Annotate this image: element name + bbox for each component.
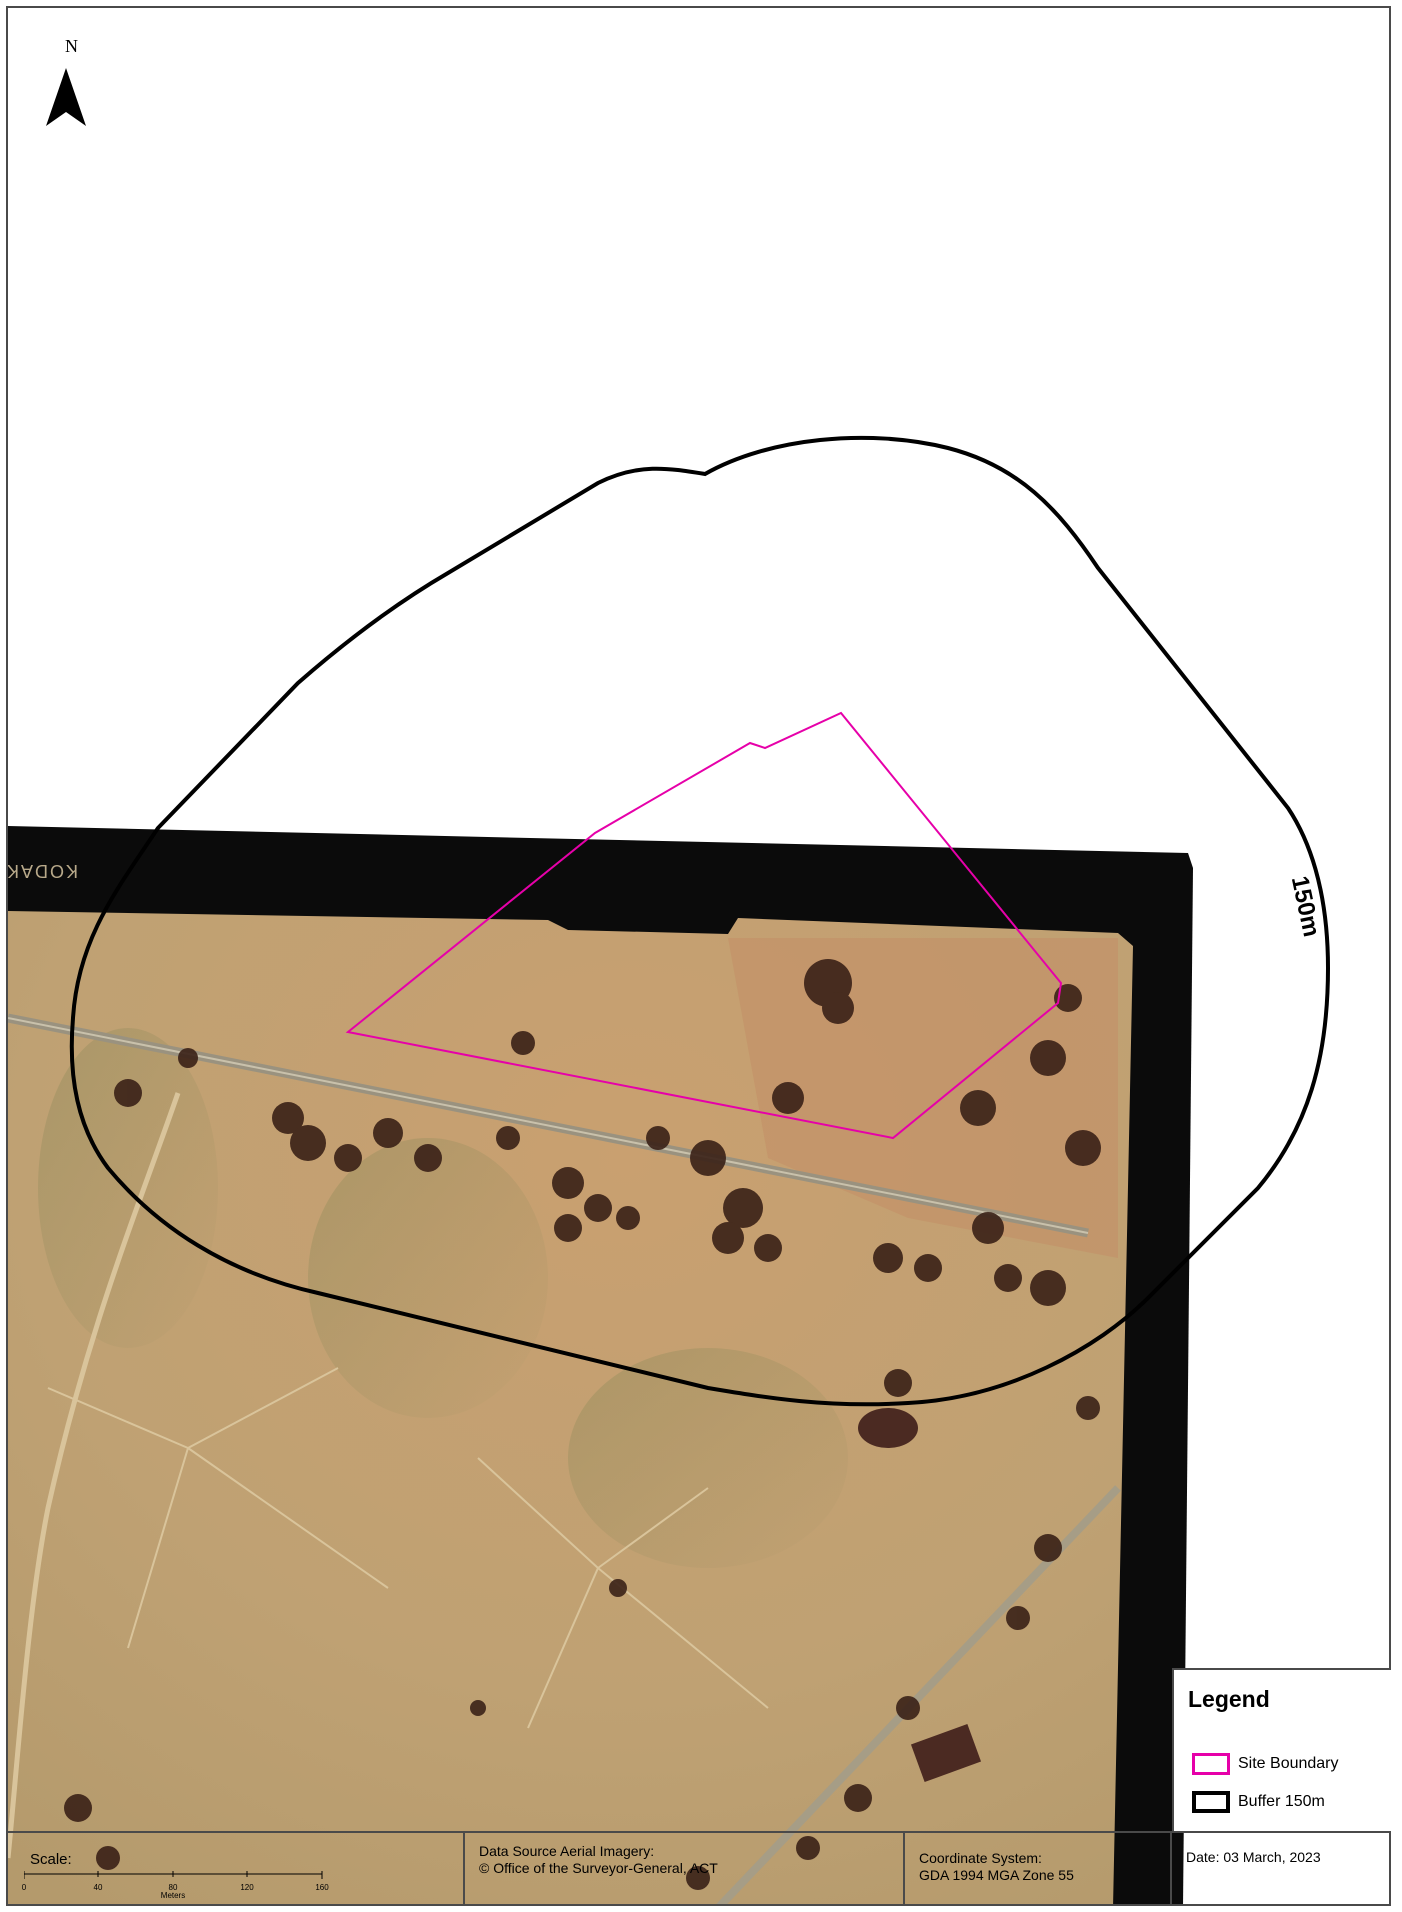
legend-item-label: Buffer 150m — [1238, 1793, 1325, 1810]
legend-item-site-boundary: Site Boundary — [1192, 1750, 1339, 1778]
legend-title: Legend — [1188, 1686, 1270, 1712]
farm-dam — [858, 1408, 918, 1448]
scale-title: Scale: — [30, 1851, 72, 1868]
date-cell: Date: 03 March, 2023 — [1170, 1833, 1391, 1906]
legend-item-buffer: Buffer 150m — [1192, 1788, 1325, 1816]
vegetation-patch — [308, 1138, 548, 1418]
buffer-swatch-icon — [1192, 1791, 1230, 1813]
legend: Legend Site Boundary Buffer 150m — [1172, 1668, 1391, 1831]
track — [477, 1457, 769, 1729]
film-edge-text: KODAK SA — [8, 861, 78, 881]
coordinate-system-cell: Coordinate System: GDA 1994 MGA Zone 55 — [903, 1833, 1170, 1906]
scale-tick: 80 — [168, 1883, 178, 1892]
scale-tick: 120 — [240, 1883, 254, 1892]
coordinate-system-text: Coordinate System: GDA 1994 MGA Zone 55 — [919, 1850, 1074, 1883]
data-source-cell: Data Source Aerial Imagery: © Office of … — [463, 1833, 903, 1906]
vegetation-patch — [568, 1348, 848, 1568]
scale-unit: Meters — [160, 1891, 186, 1900]
map-canvas: KODAK SA 150m — [8, 68, 1331, 1904]
buffer-150m-line — [69, 435, 1331, 1407]
site-boundary-swatch-icon — [1192, 1753, 1230, 1775]
tree-line — [64, 959, 1101, 1890]
data-source-text: Data Source Aerial Imagery: © Office of … — [479, 1843, 718, 1876]
scale-bar — [24, 1871, 323, 1879]
map-footer: Scale: 0 40 80 120 160 Meters Data Sourc… — [6, 1831, 1391, 1906]
aerial-photo: KODAK SA — [8, 826, 1193, 1904]
scale-tick: 40 — [93, 1883, 103, 1892]
date-text: Date: 03 March, 2023 — [1186, 1849, 1321, 1865]
scale-tick: 160 — [315, 1883, 329, 1892]
north-arrow-icon — [46, 68, 86, 126]
farm-dam — [910, 1723, 982, 1783]
north-label: N — [65, 36, 78, 56]
site-boundary — [345, 711, 1063, 1140]
track — [47, 1367, 389, 1649]
scale-tick: 0 — [21, 1883, 27, 1892]
legend-item-label: Site Boundary — [1238, 1755, 1339, 1772]
map-frame: KODAK SA 150m N — [6, 6, 1391, 1906]
scale-cell: Scale: 0 40 80 120 160 Meters — [6, 1833, 463, 1906]
